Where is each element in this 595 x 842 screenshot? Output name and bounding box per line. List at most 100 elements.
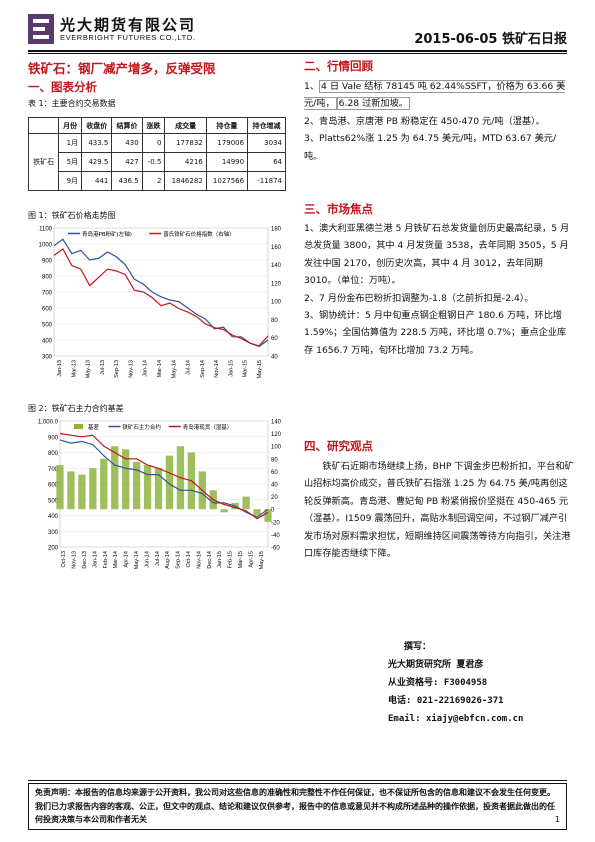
- research-view-body: 铁矿石近期市场继续上扬，BHP 下调金步巴粉折扣，平台和矿山招标均高价成交，普氏…: [304, 458, 574, 562]
- y-left-tick-label: 800: [48, 451, 59, 457]
- y-right-tick-label: -20: [271, 520, 280, 526]
- y-right-tick-label: 140: [271, 420, 282, 426]
- x-tick-label: Jan-15: [217, 551, 223, 568]
- header-divider-thin: [28, 53, 567, 54]
- legend-label: 青岛港现货（湿基）: [183, 423, 233, 431]
- x-tick-label: May-14: [171, 360, 177, 378]
- y-right-tick-label: 20: [271, 495, 278, 501]
- series-line: [53, 248, 269, 347]
- table-cell: 436.5: [111, 171, 143, 191]
- figure1-caption: 图 1：铁矿石价格走势图: [28, 211, 116, 220]
- y-right-tick-label: 120: [271, 281, 282, 287]
- x-tick-label: Nov-13: [72, 551, 78, 569]
- x-tick-label: Jul-13: [100, 360, 106, 375]
- contract-table: 月份 收盘价 结算价 涨跌 成交量 持仓量 持仓增减 铁矿石 1月 433.5 …: [27, 117, 286, 191]
- x-tick-label: Jul-14: [186, 360, 192, 375]
- y-right-tick-label: 160: [271, 245, 282, 251]
- y-left-tick-label: 700: [48, 467, 59, 473]
- table-header-month: 月份: [58, 117, 83, 134]
- table-header-settle: 结算价: [111, 117, 143, 134]
- x-tick-label: May-14: [134, 551, 140, 569]
- footer-divider: [28, 780, 567, 781]
- table-cell: 14990: [205, 152, 249, 172]
- y-left-tick-label: 500: [48, 498, 59, 504]
- y-right-tick-label: 40: [271, 483, 278, 489]
- x-tick-label: Oct-13: [61, 551, 67, 568]
- x-tick-label: Mar-13: [71, 360, 77, 377]
- x-tick-label: Mar-14: [113, 551, 119, 568]
- x-tick-label: Mar-15: [243, 360, 249, 377]
- y-left-tick-label: 400: [42, 339, 53, 345]
- x-tick-label: Nov-14: [214, 360, 220, 378]
- author-contact: 撰写： 光大期货研究所 夏君彦 从业资格号: F3004958 电话: 021-…: [388, 638, 523, 728]
- basis-bar: [56, 465, 64, 510]
- focus-item-1: 1、澳大利亚黑德兰港 5 月铁矿石总发货量创历史最高纪录，5 月总发货量 380…: [304, 223, 570, 287]
- table-product-cell: 铁矿石: [27, 133, 60, 191]
- x-tick-label: Jan-14: [143, 360, 149, 377]
- basis-bar: [111, 446, 119, 510]
- series-line: [59, 433, 269, 520]
- x-tick-label: Apr-15: [248, 551, 254, 568]
- focus-item-2: 2、7 月份金布巴粉折扣调整为-1.8（之前折扣是-2.4）。: [304, 292, 534, 304]
- x-tick-label: May-15: [257, 360, 263, 378]
- table-cell: 1846282: [164, 171, 207, 191]
- x-tick-label: Nov-14: [196, 551, 202, 569]
- y-right-tick-label: 80: [271, 457, 278, 463]
- y-left-tick-label: 600: [48, 483, 59, 489]
- table-cell: -0.5: [141, 152, 166, 172]
- table-cell: 1月: [58, 133, 83, 153]
- table-header-change: 涨跌: [141, 117, 166, 134]
- y-left-tick-label: 400: [48, 514, 59, 520]
- legend-label: 青岛港PB粉矿(左轴): [82, 230, 132, 238]
- table-cell: 1027566: [205, 171, 249, 191]
- table-cell: 427: [111, 152, 143, 172]
- author-label: 撰写：: [404, 642, 432, 652]
- y-left-tick-label: 900: [42, 259, 53, 265]
- basis-bar: [122, 449, 130, 510]
- table-cell: 5月: [58, 152, 83, 172]
- table-header-oi: 持仓量: [205, 117, 249, 134]
- table-row: 铁矿石 1月 433.5 430 0 177832 179006 3034: [27, 133, 286, 191]
- x-tick-label: Sep-14: [176, 551, 182, 569]
- y-left-tick-label: 700: [42, 291, 53, 297]
- x-tick-label: Sep-14: [200, 360, 206, 378]
- y-right-tick-label: -60: [271, 546, 280, 552]
- author-phone: 电话: 021-22169026-371: [388, 696, 504, 706]
- basis-bar: [143, 465, 152, 510]
- y-left-tick-label: 1000: [39, 243, 53, 249]
- x-tick-label: Dec-14: [207, 551, 213, 569]
- section-chart-analysis: 一、图表分析: [28, 80, 97, 94]
- x-tick-label: Jan-14: [92, 551, 98, 568]
- review-item-number: 1、: [304, 81, 320, 92]
- series-line: [59, 439, 269, 518]
- legend-label: 基差: [88, 423, 100, 431]
- table-header-oi-change: 持仓增减: [247, 117, 286, 134]
- y-right-tick-label: 100: [271, 300, 282, 306]
- y-right-tick-label: 40: [271, 355, 278, 361]
- y-right-tick-label: 100: [271, 445, 282, 451]
- x-tick-label: Feb-14: [103, 551, 109, 568]
- x-tick-label: Apr-14: [124, 551, 130, 568]
- table-header-volume: 成交量: [164, 117, 207, 134]
- section-market-focus: 三、市场焦点: [304, 202, 373, 216]
- table-cell: -11874: [247, 171, 286, 191]
- table-cell: 2: [141, 171, 166, 191]
- review-item-3: 3、Platts62%涨 1.25 为 64.75 美元/吨，MTD 63.67…: [304, 133, 557, 162]
- table-header-row: 月份 收盘价 结算价 涨跌 成交量 持仓量 持仓增减: [27, 117, 286, 134]
- y-left-tick-label: 800: [42, 275, 53, 281]
- basis-bar: [253, 509, 261, 516]
- research-paragraph: 铁矿石近期市场继续上扬，BHP 下调金步巴粉折扣，平台和矿山招标均高价成交，普氏…: [304, 461, 574, 560]
- market-review-body: 1、 4 日 Vale 结标 78145 吨 62.44%SSFT，价格为 63.…: [304, 78, 574, 165]
- x-tick-label: Jul-14: [155, 551, 161, 566]
- x-tick-label: Mar-14: [157, 360, 163, 377]
- brand-name-en: EVERBRIGHT FUTURES CO.,LTD.: [60, 33, 196, 42]
- x-tick-label: Nov-13: [128, 360, 134, 378]
- y-right-tick-label: 140: [271, 263, 282, 269]
- table-cell: 64: [247, 152, 286, 172]
- basis-bar: [78, 474, 86, 510]
- y-left-tick-label: 1,000.0: [38, 420, 59, 426]
- disclaimer-text: 免责声明：本报告的信息均来源于公开资料，我公司对这些信息的准确性和完整性不作任何…: [35, 788, 555, 824]
- y-right-tick-label: 80: [271, 318, 278, 324]
- x-tick-label: Jan-15: [228, 360, 234, 377]
- x-tick-label: Oct-14: [186, 551, 192, 568]
